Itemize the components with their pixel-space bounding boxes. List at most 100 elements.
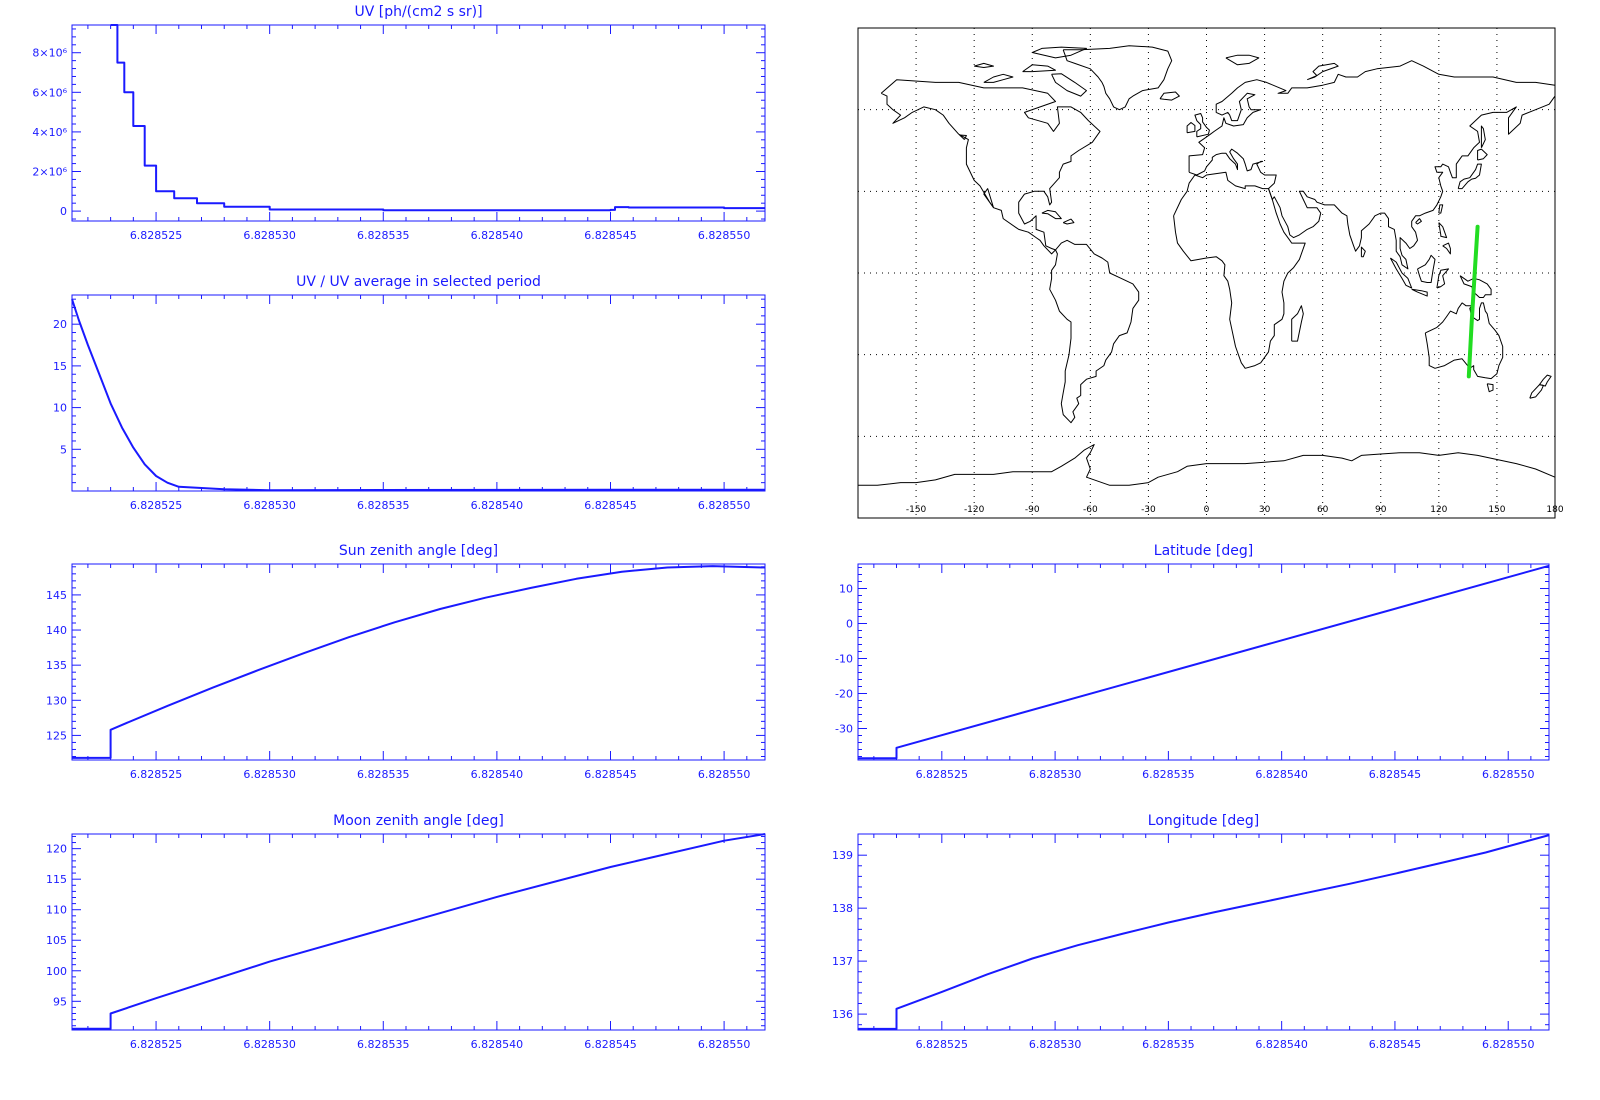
coastline (1307, 62, 1339, 81)
series-line-latitude (858, 564, 1550, 760)
map-lon-label: 0 (1204, 505, 1210, 515)
map-lon-label: 180 (1546, 505, 1563, 515)
coastline (974, 62, 994, 68)
x-tick-label: 6.828540 (1255, 1038, 1308, 1051)
x-tick-label: 6.828535 (357, 768, 410, 781)
y-tick-label: -10 (835, 653, 853, 666)
coastline (1529, 384, 1544, 399)
coastline (1062, 45, 1173, 111)
y-tick-label: 115 (46, 873, 67, 886)
chart-title: UV [ph/(cm2 s sr)] (354, 4, 482, 20)
coastline (1062, 218, 1075, 225)
x-tick-label: 6.828545 (1369, 1038, 1422, 1051)
y-tick-label: 15 (53, 360, 67, 373)
axes-frame (71, 833, 766, 1031)
coastline (1486, 383, 1494, 393)
coastline (1291, 305, 1304, 342)
x-tick-label: 6.828540 (471, 1038, 524, 1051)
coastline (1539, 374, 1552, 387)
y-tick-label: 145 (46, 589, 67, 602)
x-tick-label: 6.828530 (243, 499, 296, 512)
coastline (1415, 218, 1422, 225)
coastline (1442, 242, 1451, 255)
x-tick-label: 6.828550 (698, 1038, 751, 1051)
y-tick-label: 10 (53, 402, 67, 415)
coastline (858, 444, 1556, 486)
x-tick-label: 6.828525 (130, 499, 183, 512)
y-tick-label: 100 (46, 965, 67, 978)
y-tick-label: 8×10⁶ (32, 47, 67, 60)
x-tick-label: 6.828550 (698, 229, 751, 242)
series-line-uv (110, 24, 765, 212)
coastline (1186, 122, 1196, 134)
axes-frame (857, 833, 1550, 1031)
coastline (1411, 288, 1428, 297)
y-tick-label: 0 (846, 618, 853, 631)
map-lon-label: 150 (1488, 505, 1505, 515)
coastline (959, 134, 967, 140)
series-line-longitude (858, 834, 1550, 1030)
satellite-track (1466, 224, 1480, 379)
x-tick-label: 6.828525 (916, 1038, 969, 1051)
map-lon-label: -60 (1083, 505, 1098, 515)
x-tick-label: 6.828530 (1029, 1038, 1082, 1051)
x-tick-label: 6.828525 (130, 229, 183, 242)
coastline (1225, 54, 1260, 66)
x-tick-label: 6.828550 (698, 768, 751, 781)
y-tick-label: -30 (835, 723, 853, 736)
coastline (1051, 73, 1087, 97)
y-tick-label: 5 (60, 443, 67, 456)
x-tick-label: 6.828545 (584, 229, 637, 242)
chart-title: Moon zenith angle [deg] (333, 813, 504, 829)
coastline (1457, 163, 1482, 190)
coastline (1188, 60, 1556, 270)
x-tick-label: 6.828535 (1142, 1038, 1195, 1051)
coastline (1049, 239, 1140, 424)
map-lon-label: 120 (1430, 505, 1447, 515)
coastline (1477, 148, 1488, 161)
map-lon-label: -120 (964, 505, 985, 515)
x-tick-label: 6.828535 (1142, 768, 1195, 781)
panel-map: -150 -120 -90 -60 -30 0 30 60 90 120 150 180 (857, 27, 1564, 519)
x-tick-label: 6.828530 (1029, 768, 1082, 781)
series-line-uv-ratio (71, 298, 765, 492)
coastline (1159, 91, 1180, 101)
panel-uv: UV [ph/(cm2 s sr)] 6.828525 6.828530 6.828… (32, 4, 766, 242)
map-lon-label: -90 (1025, 505, 1040, 515)
y-tick-label: 136 (832, 1008, 853, 1021)
coastline (880, 79, 1101, 255)
x-tick-label: 6.828540 (471, 499, 524, 512)
y-tick-label: 4×10⁶ (32, 126, 67, 139)
y-tick-label: 20 (53, 318, 67, 331)
coastline (1417, 254, 1436, 283)
y-tick-label: 2×10⁶ (32, 166, 67, 179)
axes-frame (71, 294, 766, 492)
map-lon-label: -30 (1141, 505, 1156, 515)
panel-latitude: Latitude [deg] 6.828525 6.828530 6.828535 6… (835, 543, 1550, 781)
x-tick-label: 6.828540 (471, 229, 524, 242)
y-tick-label: 137 (832, 955, 853, 968)
coastline (1389, 257, 1413, 289)
x-tick-label: 6.828550 (1482, 768, 1535, 781)
x-tick-label: 6.828525 (916, 768, 969, 781)
coastline (1194, 113, 1210, 138)
coastline (1032, 46, 1087, 59)
y-tick-label: 10 (839, 583, 853, 596)
y-tick-label: 120 (46, 843, 67, 856)
map-lon-label: -150 (906, 505, 927, 515)
series-line-sun-zenith (72, 565, 766, 759)
x-tick-label: 6.828540 (471, 768, 524, 781)
x-tick-label: 6.828545 (1369, 768, 1422, 781)
x-tick-label: 6.828550 (698, 499, 751, 512)
y-tick-label: 139 (832, 849, 853, 862)
x-tick-label: 6.828530 (243, 768, 296, 781)
x-tick-label: 6.828535 (357, 229, 410, 242)
panel-longitude: Longitude [deg] 6.828525 6.828530 6.828535… (832, 813, 1550, 1051)
axes-frame (857, 563, 1550, 761)
x-tick-label: 6.828530 (243, 1038, 296, 1051)
y-tick-label: 110 (46, 904, 67, 917)
chart-title: Sun zenith angle [deg] (339, 543, 498, 559)
map-lon-label: 60 (1317, 505, 1329, 515)
y-tick-label: 140 (46, 624, 67, 637)
chart-title: Longitude [deg] (1148, 813, 1259, 829)
